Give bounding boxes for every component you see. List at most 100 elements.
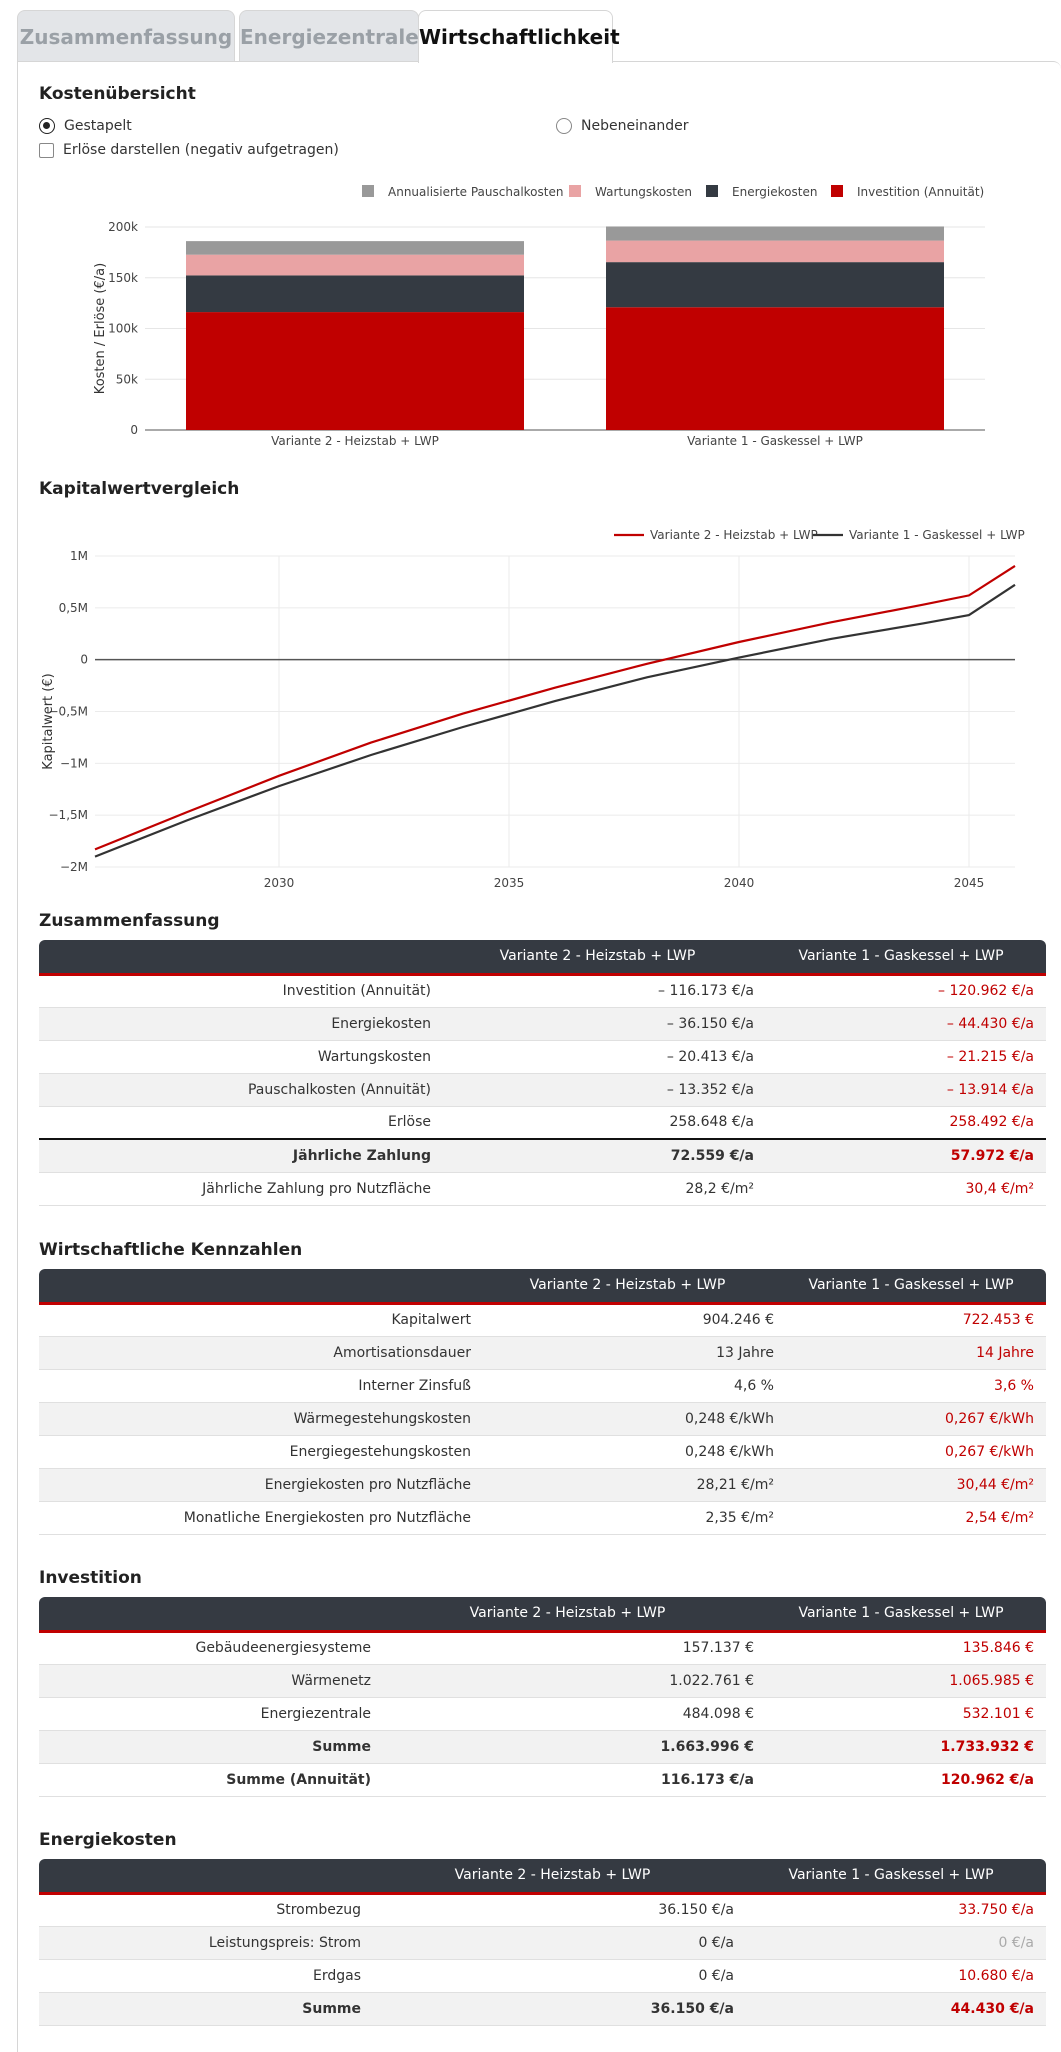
row-label: Jährliche Zahlung pro Nutzfläche xyxy=(39,1172,439,1206)
row-label: Energiekosten pro Nutzfläche xyxy=(39,1468,479,1502)
y-tick-label: 0 xyxy=(80,653,88,667)
row-label: Energiegestehungskosten xyxy=(39,1435,479,1469)
value-variant1: 10.680 €/a xyxy=(736,1959,1046,1993)
header-cell-variant1: Variante 1 - Gaskessel + LWP xyxy=(756,940,1046,976)
y-tick-label: 200k xyxy=(108,220,138,234)
energy-cost-table: Variante 2 - Heizstab + LWP Variante 1 - … xyxy=(39,1859,1046,2026)
table-row: Energiegestehungskosten 0,248 €/kWh 0,267 … xyxy=(39,1435,1046,1469)
table-row: Jährliche Zahlung pro Nutzfläche 28,2 €/m… xyxy=(39,1172,1046,1206)
value-variant2: – 36.150 €/a xyxy=(439,1007,756,1041)
row-label: Wärmegestehungskosten xyxy=(39,1402,479,1436)
table-row: Strombezug 36.150 €/a 33.750 €/a xyxy=(39,1893,1046,1927)
legend-label: Investition (Annuität) xyxy=(857,185,984,199)
section-title-energy-costs: Energiekosten xyxy=(39,1830,177,1850)
table-row: Leistungspreis: Strom 0 €/a 0 €/a xyxy=(39,1926,1046,1960)
table-row: Energiezentrale 484.098 €532.101 € xyxy=(39,1697,1046,1731)
kpi-table: Variante 2 - Heizstab + LWP Variante 1 - … xyxy=(39,1269,1046,1535)
legend-label: Variante 2 - Heizstab + LWP xyxy=(650,528,818,542)
summary-table: Variante 2 - Heizstab + LWP Variante 1 - … xyxy=(39,940,1046,1206)
x-tick-label: Variante 2 - Heizstab + LWP xyxy=(271,434,439,448)
legend-label: Wartungskosten xyxy=(595,185,692,199)
header-cell-variant2: Variante 2 - Heizstab + LWP xyxy=(379,1597,756,1633)
bar-segment xyxy=(606,240,944,263)
y-tick-label: 1M xyxy=(70,549,88,563)
legend-label: Annualisierte Pauschalkosten xyxy=(388,185,563,199)
row-label: Wärmenetz xyxy=(39,1664,379,1698)
checkbox-show-revenue-label: Erlöse darstellen (negativ aufgetragen) xyxy=(63,142,339,158)
npv-line-chart: 2030 2035 2040 2045 −2M −1,5M −1M −0,5M 0 0,5M 1M K… xyxy=(41,528,1025,890)
section-title-cost-overview: Kostenübersicht xyxy=(39,84,196,104)
value-variant1: 2,54 €/m² xyxy=(776,1501,1046,1535)
tab-energiezentrale[interactable]: Energiezentrale xyxy=(239,10,419,62)
table-row: Interner Zinsfuß 4,6 % 3,6 % xyxy=(39,1369,1046,1403)
legend-label: Variante 1 - Gaskessel + LWP xyxy=(849,528,1025,542)
checkbox-show-revenue[interactable]: Erlöse darstellen (negativ aufgetragen) xyxy=(39,142,339,158)
row-label: Pauschalkosten (Annuität) xyxy=(39,1073,439,1107)
tab-zusammenfassung[interactable]: Zusammenfassung xyxy=(17,10,235,62)
header-cell-variant2: Variante 2 - Heizstab + LWP xyxy=(479,1269,776,1305)
radio-stacked-label: Gestapelt xyxy=(64,118,132,134)
row-label: Amortisationsdauer xyxy=(39,1336,479,1370)
header-cell-variant1: Variante 1 - Gaskessel + LWP xyxy=(776,1269,1046,1305)
value-variant1: 30,44 €/m² xyxy=(776,1468,1046,1502)
value-variant1: – 21.215 €/a xyxy=(756,1040,1046,1074)
value-variant1: 3,6 % xyxy=(776,1369,1046,1403)
value-variant2: 36.150 €/a xyxy=(369,1992,736,2026)
value-variant2: 28,21 €/m² xyxy=(479,1468,776,1502)
y-tick-label: −1,5M xyxy=(49,808,89,822)
row-label: Erdgas xyxy=(39,1959,369,1993)
value-variant1: 33.750 €/a xyxy=(736,1893,1046,1927)
y-tick-label: 100k xyxy=(108,322,138,336)
section-title-investment: Investition xyxy=(39,1568,142,1588)
y-axis-title: Kosten / Erlöse (€/a) xyxy=(93,263,108,394)
value-variant1: 258.492 €/a xyxy=(756,1106,1046,1140)
value-variant2: 2,35 €/m² xyxy=(479,1501,776,1535)
bar-segment xyxy=(186,241,524,255)
row-label: Jährliche Zahlung xyxy=(39,1138,439,1173)
row-label: Summe (Annuität) xyxy=(39,1763,379,1797)
table-row: Gebäudeenergiesysteme 157.137 €135.846 € xyxy=(39,1631,1046,1665)
y-tick-label: 150k xyxy=(108,271,138,285)
y-tick-label: 0,5M xyxy=(59,601,88,615)
row-label: Kapitalwert xyxy=(39,1303,479,1337)
legend-label: Energiekosten xyxy=(732,185,817,199)
value-variant2: 0 €/a xyxy=(369,1926,736,1960)
bar-segment xyxy=(606,307,944,430)
radio-side-by-side[interactable]: Nebeneinander xyxy=(556,118,689,134)
y-tick-label: −2M xyxy=(60,860,88,874)
table-row: Wärmegestehungskosten 0,248 €/kWh 0,267 €/… xyxy=(39,1402,1046,1436)
table-row: Summe 36.150 €/a 44.430 €/a xyxy=(39,1992,1046,2026)
y-axis-title: Kapitalwert (€) xyxy=(41,673,56,769)
value-variant2: 1.663.996 € xyxy=(379,1730,756,1764)
table-row: Energiekosten pro Nutzfläche 28,21 €/m² 30… xyxy=(39,1468,1046,1502)
table-row: Summe (Annuität) 116.173 €/a 120.962 €/a xyxy=(39,1763,1046,1797)
bar-segment xyxy=(186,312,524,430)
value-variant1: 30,4 €/m² xyxy=(756,1172,1046,1206)
row-label: Wartungskosten xyxy=(39,1040,439,1074)
radio-stacked[interactable]: Gestapelt xyxy=(39,118,132,134)
bar-segment xyxy=(606,226,944,241)
value-variant2: 28,2 €/m² xyxy=(439,1172,756,1206)
row-label: Leistungspreis: Strom xyxy=(39,1926,369,1960)
value-variant1: 1.065.985 € xyxy=(756,1664,1046,1698)
series-line xyxy=(94,583,1016,858)
bar-segment xyxy=(606,262,944,308)
legend-swatch xyxy=(706,185,718,197)
value-variant1: 135.846 € xyxy=(756,1631,1046,1665)
row-label: Summe xyxy=(39,1992,369,2026)
series-line xyxy=(94,564,1016,851)
value-variant1: – 44.430 €/a xyxy=(756,1007,1046,1041)
value-variant1: 0 €/a xyxy=(736,1926,1046,1960)
row-label: Erlöse xyxy=(39,1106,439,1140)
row-label: Energiezentrale xyxy=(39,1697,379,1731)
value-variant2: 1.022.761 € xyxy=(379,1664,756,1698)
section-title-summary: Zusammenfassung xyxy=(39,911,220,931)
header-cell-empty xyxy=(39,1597,379,1633)
value-variant2: 157.137 € xyxy=(379,1631,756,1665)
table-row: Erdgas 0 €/a 10.680 €/a xyxy=(39,1959,1046,1993)
tab-wirtschaftlichkeit[interactable]: Wirtschaftlichkeit xyxy=(418,10,620,63)
table-row: Pauschalkosten (Annuität) – 13.352 €/a – 1… xyxy=(39,1073,1046,1107)
x-tick-label: 2030 xyxy=(264,876,295,890)
checkbox-icon xyxy=(39,142,54,158)
header-cell-empty xyxy=(39,1269,479,1305)
